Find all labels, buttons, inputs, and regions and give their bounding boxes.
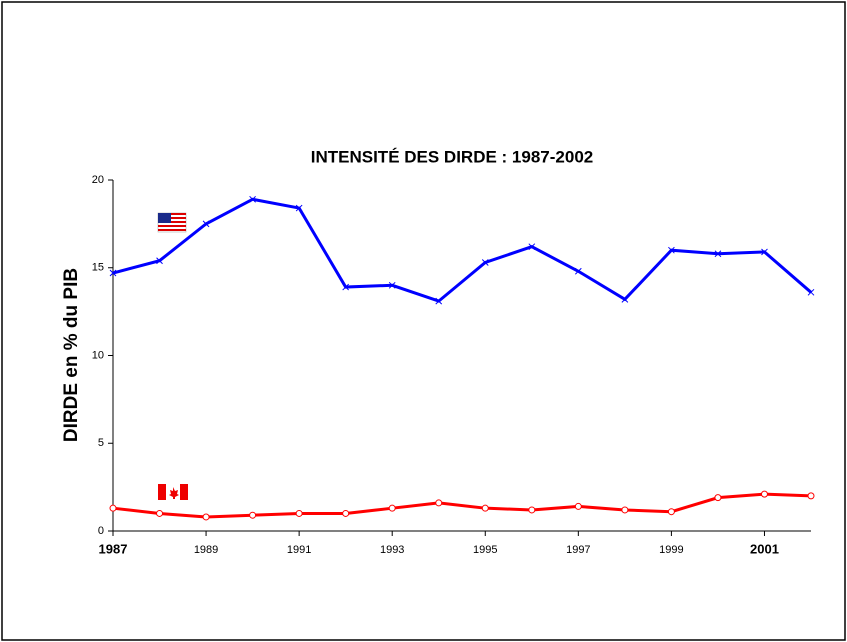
marker xyxy=(668,246,675,254)
marker xyxy=(528,506,536,514)
marker xyxy=(714,250,722,258)
marker xyxy=(295,204,303,212)
marker xyxy=(388,504,396,512)
marker xyxy=(342,283,350,291)
x-tick-label: 2001 xyxy=(750,541,779,556)
marker xyxy=(295,509,303,517)
marker xyxy=(109,269,117,277)
marker xyxy=(667,508,675,516)
marker xyxy=(621,506,629,514)
y-tick-label: 0 xyxy=(98,525,104,537)
y-tick-label: 20 xyxy=(92,174,104,186)
x-tick-label: 1999 xyxy=(659,544,683,556)
marker xyxy=(249,195,256,203)
x-tick-label: 1987 xyxy=(99,541,128,556)
marker xyxy=(435,297,443,305)
marker xyxy=(435,499,443,507)
x-tick-label: 1995 xyxy=(473,544,497,556)
y-tick-label: 5 xyxy=(98,437,104,449)
y-tick-label: 10 xyxy=(92,349,104,361)
marker xyxy=(714,494,722,502)
x-tick-label: 1993 xyxy=(380,544,404,556)
marker xyxy=(202,220,210,228)
marker xyxy=(156,509,164,517)
y-tick-label: 15 xyxy=(92,262,104,274)
us-flag xyxy=(157,212,187,233)
marker xyxy=(807,288,815,296)
marker xyxy=(481,504,489,512)
marker xyxy=(202,513,210,521)
chart-title: INTENSITÉ DES DIRDE : 1987-2002 xyxy=(311,147,593,166)
canada-flag xyxy=(158,484,188,500)
x-tick-label: 1989 xyxy=(194,544,218,556)
marker xyxy=(528,243,536,251)
series-line xyxy=(112,197,812,303)
series-line xyxy=(112,492,812,519)
marker xyxy=(574,502,582,510)
marker xyxy=(388,281,396,289)
x-tick-label: 1997 xyxy=(566,544,590,556)
marker xyxy=(760,490,768,498)
marker xyxy=(249,511,257,519)
marker xyxy=(342,509,350,517)
marker xyxy=(109,504,117,512)
marker xyxy=(156,257,163,265)
marker xyxy=(481,259,489,266)
marker xyxy=(807,492,815,500)
marker xyxy=(621,295,629,303)
x-tick-label: 1991 xyxy=(287,544,311,556)
marker xyxy=(761,248,768,256)
y-axis-label: DIRDE en % du PIB xyxy=(61,268,82,442)
marker xyxy=(574,267,582,275)
